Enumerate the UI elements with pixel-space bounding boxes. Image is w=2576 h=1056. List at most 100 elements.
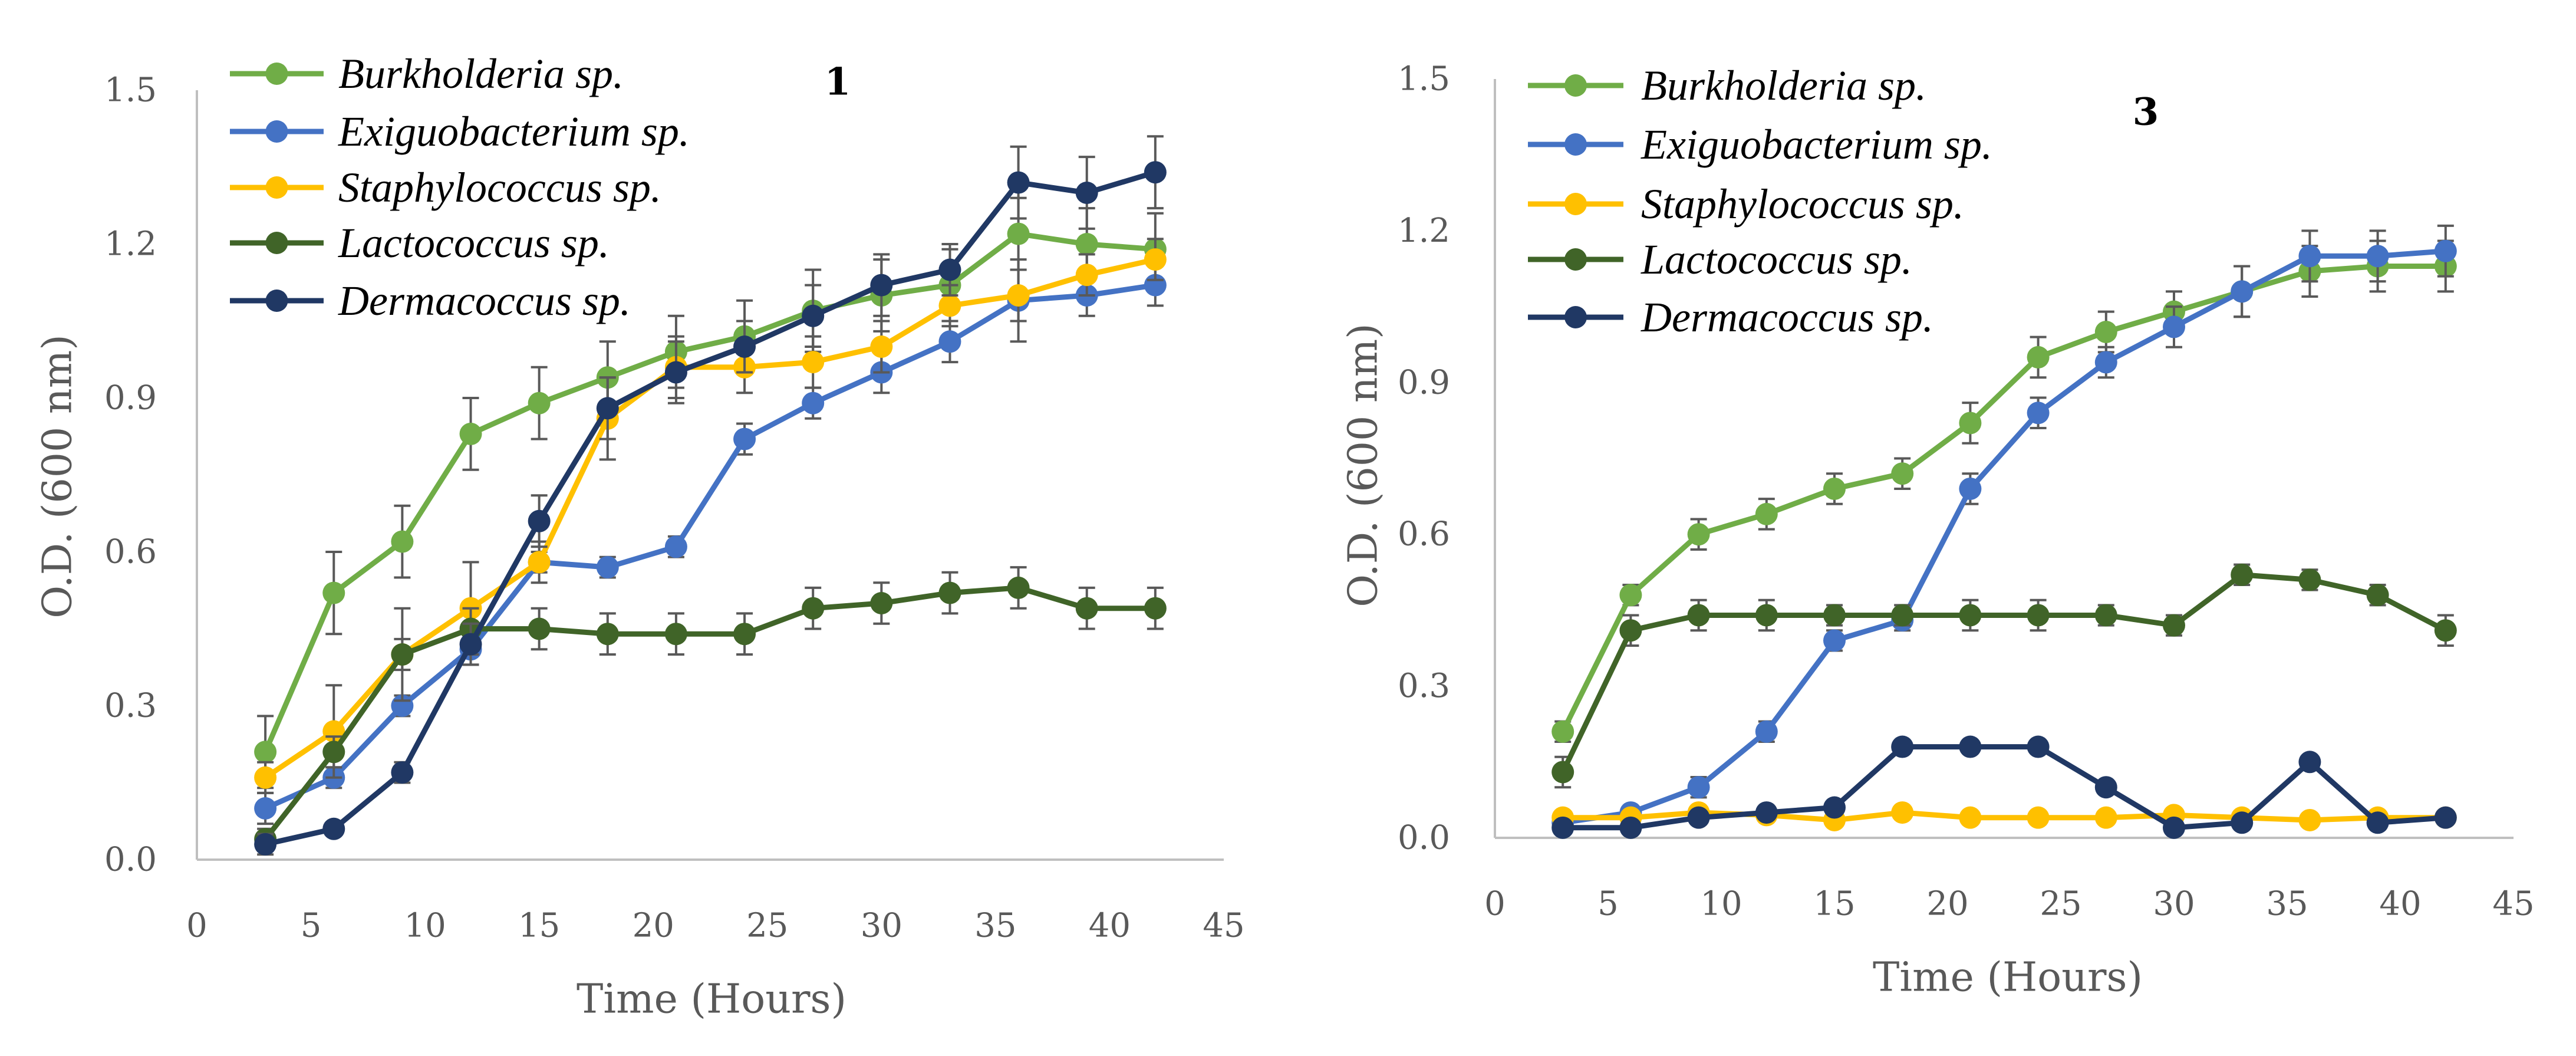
chart3-exiguobacterium-sp-point-27 xyxy=(2094,351,2117,374)
chart3-dermacoccus-sp-point-9 xyxy=(1687,806,1710,829)
chart1-burkholderia-sp-point-39 xyxy=(1075,233,1098,255)
chart1-staphylococcus-sp-point-36 xyxy=(1007,284,1030,307)
chart1-x-tick-label-15: 15 xyxy=(518,907,560,945)
chart1-x-tick-label-30: 30 xyxy=(861,907,902,945)
chart3-staphylococcus-sp-point-18 xyxy=(1891,801,1914,824)
chart3-legend-item-lactococcus-sp: Lactococcus sp. xyxy=(1528,236,1912,283)
chart1-lactococcus-sp-point-6 xyxy=(322,741,345,764)
chart3-series-lactococcus-sp xyxy=(1551,563,2457,789)
chart3-lactococcus-sp-line xyxy=(1560,572,2449,775)
chart3-dermacoccus-sp-point-33 xyxy=(2231,811,2254,834)
chart1-staphylococcus-sp-point-3 xyxy=(254,766,277,789)
chart3-exiguobacterium-sp-line xyxy=(1560,248,2449,825)
chart1-dermacoccus-sp-point-21 xyxy=(664,361,687,384)
chart1-exiguobacterium-sp-point-21 xyxy=(664,535,687,558)
chart3-x-tick-label-35: 35 xyxy=(2266,885,2308,923)
chart1-staphylococcus-sp-point-39 xyxy=(1075,264,1098,287)
chart3-x-tick-label-5: 5 xyxy=(1597,885,1619,923)
chart3-x-axis-title: Time (Hours) xyxy=(1873,955,2143,1001)
legend-label: Dermacoccus sp. xyxy=(1641,294,1933,341)
chart1-burkholderia-sp-line xyxy=(262,231,1158,755)
legend-marker-swatch xyxy=(1564,133,1587,156)
chart1-x-tick-label-5: 5 xyxy=(301,907,322,945)
chart1-staphylococcus-sp-point-33 xyxy=(938,294,961,317)
chart3-exiguobacterium-sp-point-9 xyxy=(1687,776,1710,799)
legend-label: Burkholderia sp. xyxy=(1641,62,1926,109)
chart3-legend: Burkholderia sp. Exiguobacterium sp. Staph… xyxy=(1528,62,1992,341)
chart3-dermacoccus-sp-point-15 xyxy=(1823,796,1846,819)
chart3-lactococcus-sp-point-6 xyxy=(1619,619,1642,642)
legend-marker-swatch xyxy=(1564,193,1587,215)
legend-label: Burkholderia sp. xyxy=(338,50,624,97)
chart1-series-dermacoccus-sp xyxy=(254,135,1167,856)
growth-chart-3-panel: 0.0 0.3 0.6 0.9 1.2 1.5 0 5 10 15 20 25 30 35 40 45 Time… xyxy=(1340,60,2535,1001)
chart3-y-tick-label-1-5: 1.5 xyxy=(1398,60,1450,98)
chart1-staphylococcus-sp-point-15 xyxy=(528,551,551,574)
chart1-exiguobacterium-sp-point-27 xyxy=(802,392,825,414)
chart3-dermacoccus-sp-point-36 xyxy=(2298,751,2321,774)
chart3-dermacoccus-sp-point-3 xyxy=(1551,816,1574,839)
chart3-burkholderia-sp-point-12 xyxy=(1755,502,1778,525)
chart1-lactococcus-sp-point-15 xyxy=(528,617,551,640)
chart1-x-tick-label-0: 0 xyxy=(186,907,207,945)
chart3-staphylococcus-sp-point-36 xyxy=(2298,808,2321,831)
chart3-y-axis-title: O.D. (600 nm) xyxy=(1340,323,1387,607)
chart3-lactococcus-sp-point-33 xyxy=(2231,563,2254,586)
legend-label: Exiguobacterium sp. xyxy=(1641,121,1992,168)
chart3-burkholderia-sp-point-9 xyxy=(1687,523,1710,546)
legend-marker-swatch xyxy=(265,120,288,143)
chart1-dermacoccus-sp-point-12 xyxy=(459,633,482,656)
chart1-x-tick-label-10: 10 xyxy=(404,907,446,945)
chart3-lactococcus-sp-point-27 xyxy=(2094,604,2117,627)
chart1-x-tick-label-45: 45 xyxy=(1203,907,1244,945)
chart3-exiguobacterium-sp-point-42 xyxy=(2434,239,2457,262)
chart1-x-tick-label-20: 20 xyxy=(633,907,674,945)
chart1-lactococcus-sp-point-36 xyxy=(1007,576,1030,599)
chart3-y-tick-label-0-6: 0.6 xyxy=(1398,515,1450,554)
chart1-staphylococcus-sp-point-42 xyxy=(1144,248,1167,271)
chart3-exiguobacterium-sp-point-15 xyxy=(1823,629,1846,652)
chart1-lactococcus-sp-point-9 xyxy=(391,643,414,666)
legend-label: Staphylococcus sp. xyxy=(338,164,661,211)
chart3-lactococcus-sp-point-3 xyxy=(1551,761,1574,784)
legend-label: Lactococcus sp. xyxy=(1641,236,1912,283)
chart3-lactococcus-sp-point-24 xyxy=(2027,604,2050,627)
chart3-exiguobacterium-sp-point-24 xyxy=(2027,402,2050,425)
chart1-y-tick-label-0-0: 0.0 xyxy=(104,841,157,879)
chart3-legend-item-burkholderia-sp: Burkholderia sp. xyxy=(1528,62,1926,109)
chart3-exiguobacterium-sp-point-21 xyxy=(1959,477,1982,500)
chart3-x-tick-label-0: 0 xyxy=(1484,885,1506,923)
chart1-exiguobacterium-sp-point-3 xyxy=(254,797,277,820)
chart3-lactococcus-sp-point-30 xyxy=(2163,614,2185,637)
chart3-x-tick-label-15: 15 xyxy=(1813,885,1855,923)
chart3-lactococcus-sp-point-9 xyxy=(1687,604,1710,627)
chart3-lactococcus-sp-point-39 xyxy=(2366,584,2389,607)
chart1-dermacoccus-sp-point-9 xyxy=(391,761,414,784)
chart1-burkholderia-sp-point-6 xyxy=(322,581,345,604)
chart1-x-tick-label-35: 35 xyxy=(974,907,1016,945)
chart1-y-tick-labels: 0.0 0.3 0.6 0.9 1.2 1.5 xyxy=(104,71,157,879)
chart1-exiguobacterium-sp-point-33 xyxy=(938,330,961,353)
chart1-lactococcus-sp-point-30 xyxy=(870,592,893,614)
chart3-staphylococcus-sp-point-24 xyxy=(2027,806,2050,829)
chart1-dermacoccus-sp-point-3 xyxy=(254,833,277,856)
chart1-y-tick-label-0-9: 0.9 xyxy=(104,379,157,417)
chart3-burkholderia-sp-point-24 xyxy=(2027,346,2050,369)
chart3-burkholderia-sp-point-15 xyxy=(1823,477,1846,500)
chart3-staphylococcus-sp-point-27 xyxy=(2094,806,2117,829)
chart3-legend-item-dermacoccus-sp: Dermacoccus sp. xyxy=(1528,294,1933,341)
legend-marker-swatch xyxy=(265,232,288,254)
chart3-plot-area xyxy=(1551,224,2457,839)
chart1-lactococcus-sp-point-18 xyxy=(596,623,619,646)
legend-label: Staphylococcus sp. xyxy=(1641,180,1964,228)
chart1-exiguobacterium-sp-line xyxy=(262,282,1158,811)
legend-marker-swatch xyxy=(1564,306,1587,328)
chart3-burkholderia-sp-point-18 xyxy=(1891,462,1914,485)
chart1-staphylococcus-sp-point-30 xyxy=(870,335,893,358)
chart3-x-tick-label-30: 30 xyxy=(2153,885,2195,923)
chart1-y-tick-label-0-6: 0.6 xyxy=(104,533,157,571)
chart1-lactococcus-sp-point-39 xyxy=(1075,597,1098,620)
chart1-legend-item-dermacoccus-sp: Dermacoccus sp. xyxy=(230,277,631,324)
